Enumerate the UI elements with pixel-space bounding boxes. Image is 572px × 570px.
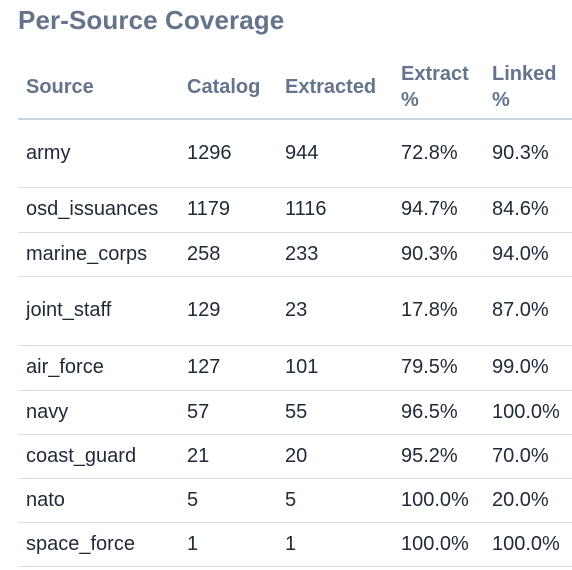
cell-extracted: 101 [277,345,393,391]
table-row: space_force 1 1 100.0% 100.0% [18,522,572,567]
cell-linked-pct: 84.6% [484,187,572,233]
cell-extracted: 944 [277,119,393,188]
cell-linked-pct: 99.0% [484,345,572,391]
page-title: Per-Source Coverage [18,5,285,35]
cell-source: space_force [18,522,179,567]
cell-linked-pct: 90.3% [484,119,572,188]
cell-extract-pct: 72.8% [393,119,484,188]
cell-source: navy [18,390,179,435]
table-row: air_force 127 101 79.5% 99.0% [18,345,572,391]
table-row: army 1296 944 72.8% 90.3% [18,119,572,188]
table-row: joint_staff 129 23 17.8% 87.0% [18,276,572,346]
cell-extract-pct: 90.3% [393,232,484,277]
cell-source: coast_guard [18,434,179,479]
table-row: nato 5 5 100.0% 20.0% [18,478,572,523]
cell-extracted: 1 [277,522,393,567]
cell-extract-pct: 94.7% [393,187,484,233]
cell-extract-pct: 95.2% [393,434,484,479]
cell-catalog: 21 [179,434,277,479]
cell-catalog: 129 [179,276,277,346]
cell-extracted: 5 [277,478,393,523]
cell-linked-pct: 70.0% [484,434,572,479]
table-row: osd_issuances 1179 1116 94.7% 84.6% [18,187,572,233]
table-header-row: Source Catalog Extracted Extract % Linke… [18,56,572,120]
cell-linked-pct: 87.0% [484,276,572,346]
table-row: marine_corps 258 233 90.3% 94.0% [18,232,572,277]
cell-source: osd_issuances [18,187,179,233]
cell-extract-pct: 79.5% [393,345,484,391]
cell-catalog: 258 [179,232,277,277]
column-header-extracted: Extracted [277,56,393,120]
cell-source: marine_corps [18,232,179,277]
cell-extract-pct: 17.8% [393,276,484,346]
cell-catalog: 1179 [179,187,277,233]
cell-extracted: 23 [277,276,393,346]
table-row: coast_guard 21 20 95.2% 70.0% [18,434,572,479]
table-row: navy 57 55 96.5% 100.0% [18,390,572,435]
coverage-table: Source Catalog Extracted Extract % Linke… [18,56,572,567]
cell-catalog: 57 [179,390,277,435]
cell-catalog: 5 [179,478,277,523]
cell-extracted: 1116 [277,187,393,233]
cell-catalog: 127 [179,345,277,391]
cell-linked-pct: 20.0% [484,478,572,523]
cell-source: joint_staff [18,276,179,346]
cell-extracted: 55 [277,390,393,435]
cell-source: army [18,119,179,188]
cell-source: air_force [18,345,179,391]
cell-catalog: 1 [179,522,277,567]
cell-extract-pct: 100.0% [393,522,484,567]
cell-source: nato [18,478,179,523]
column-header-extract-pct: Extract % [393,56,484,120]
cell-extract-pct: 96.5% [393,390,484,435]
column-header-linked-pct: Linked % [484,56,572,120]
column-header-source: Source [18,56,179,120]
cell-extract-pct: 100.0% [393,478,484,523]
column-header-catalog: Catalog [179,56,277,120]
cell-catalog: 1296 [179,119,277,188]
cell-extracted: 233 [277,232,393,277]
cell-linked-pct: 100.0% [484,390,572,435]
cell-linked-pct: 94.0% [484,232,572,277]
cell-linked-pct: 100.0% [484,522,572,567]
cell-extracted: 20 [277,434,393,479]
